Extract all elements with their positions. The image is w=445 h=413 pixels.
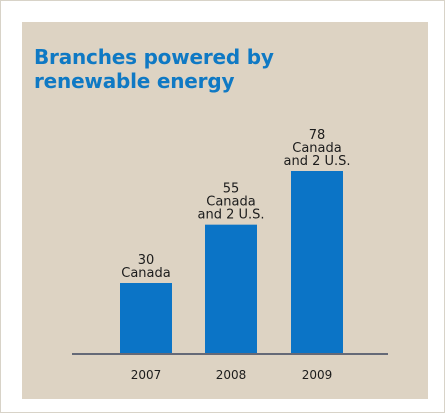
chart-title: Branches powered by renewable energy — [34, 45, 274, 93]
bar-2007 — [120, 283, 172, 353]
x-tick-label-2008: 2008 — [216, 368, 247, 382]
chart-panel: Branches powered by renewable energy 30 C… — [22, 22, 428, 399]
data-label-2009-line-2: Canada — [292, 141, 341, 156]
data-label-2008-line-1: 55 — [223, 182, 240, 197]
data-label-2009-line-1: 78 — [309, 128, 326, 143]
bar-2009 — [291, 171, 343, 353]
bar-2008 — [205, 224, 257, 353]
x-tick-label-2009: 2009 — [302, 368, 333, 382]
data-label-2007-line-2: Canada — [121, 266, 170, 281]
x-tick-label-2007: 2007 — [131, 368, 162, 382]
data-label-2009-line-3: and 2 U.S. — [283, 154, 350, 169]
data-label-2008-line-3: and 2 U.S. — [197, 208, 264, 223]
data-label-2008-line-2: Canada — [206, 195, 255, 210]
data-label-2007-line-1: 30 — [138, 253, 155, 268]
